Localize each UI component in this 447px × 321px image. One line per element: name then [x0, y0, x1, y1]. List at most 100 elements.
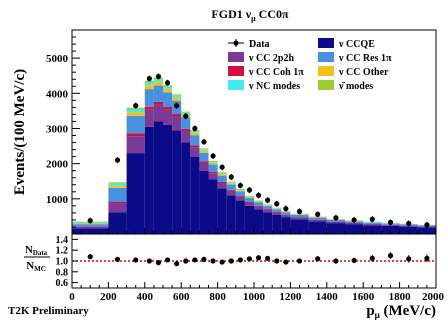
x-axis-ticks: 0 200 400 600 800 1000 1200 1400 1600 1800 2000 — [69, 282, 445, 303]
bar-ccres — [72, 224, 109, 227]
legend-swatch-cc2p2h — [228, 52, 244, 62]
ratio-point — [133, 257, 139, 263]
bar-cccoh — [163, 107, 173, 110]
ratio-point — [255, 255, 262, 261]
bar-ccqe — [208, 179, 218, 234]
bar-ccother — [235, 190, 245, 192]
y-tick-label: 2000 — [46, 159, 69, 171]
bar-ccres — [163, 92, 173, 108]
ratio-axis-ticks: 0.60.81.01.21.4 — [56, 235, 78, 289]
legend-swatch-ccres — [318, 52, 334, 62]
data-point — [155, 73, 162, 80]
x-tick-label: 1200 — [279, 291, 302, 303]
ratio-point — [369, 255, 375, 261]
ratio-point — [164, 257, 171, 263]
bar-cc2p2h — [272, 212, 282, 215]
ratio-point — [87, 254, 93, 260]
bar-ccother — [217, 174, 227, 176]
y-axis-ticks: 1000 2000 3000 4000 5000 — [46, 36, 80, 228]
bar-cccoh — [254, 205, 264, 207]
bar-nc — [108, 183, 127, 186]
data-point — [183, 113, 189, 119]
legend-swatch-ccother — [318, 66, 334, 76]
bar-ccqe — [326, 223, 345, 234]
x-tick-label: 2000 — [422, 291, 445, 303]
data-point — [237, 182, 243, 189]
bar-antinu — [172, 94, 182, 96]
y-tick-label: 5000 — [46, 53, 69, 65]
bar-cc2p2h — [126, 136, 145, 154]
bar-ccqe — [254, 209, 264, 234]
bar-cc2p2h — [217, 183, 227, 189]
bar-ccother — [108, 185, 127, 188]
bar-cc2p2h — [181, 130, 191, 143]
bar-ccother — [290, 214, 309, 215]
legend-label-cccoh: ν CC Coh 1π — [248, 67, 304, 78]
legend-label-ccother: ν CC Other — [338, 67, 389, 78]
data-point — [333, 215, 339, 221]
bar-ccqe — [217, 188, 227, 234]
ratio-point — [333, 258, 339, 264]
data-point — [424, 222, 430, 228]
data-point — [219, 164, 225, 170]
bar-ccqe — [399, 226, 418, 234]
data-point — [274, 201, 280, 207]
bar-nc — [235, 189, 245, 191]
data-point — [201, 139, 207, 145]
x-axis-label: pμ (MeV/c) — [366, 303, 436, 320]
bar-cc2p2h — [381, 224, 400, 226]
bar-ccother — [153, 81, 163, 86]
bar-ccother — [126, 112, 145, 116]
bar-ccqe — [417, 227, 436, 234]
data-point — [315, 211, 321, 217]
main-plot: 1000 2000 3000 4000 5000 — [46, 29, 437, 235]
ratio-tick-label: 0.6 — [56, 278, 69, 289]
y-tick-label: 4000 — [46, 88, 69, 100]
bar-nc — [153, 79, 163, 82]
bar-cc2p2h — [308, 219, 327, 222]
data-point — [283, 206, 289, 212]
legend-swatch-ccqe — [318, 38, 334, 48]
bar-cc2p2h — [254, 206, 264, 210]
ratio-point — [265, 255, 271, 261]
bar-cccoh — [235, 196, 245, 197]
x-tick-label: 600 — [173, 291, 190, 303]
bar-cc2p2h — [144, 109, 154, 127]
data-point — [87, 218, 93, 224]
ratio-point — [315, 256, 321, 262]
bar-ccother — [172, 97, 182, 101]
ratio-plot: 0.60.81.01.21.4 0 200 400 600 800 1000 1200 140… — [56, 233, 445, 303]
bar-ccother — [254, 201, 264, 203]
ratio-axis-label: NData NMC — [24, 244, 50, 273]
bar-cccoh — [244, 201, 254, 203]
bar-antinu — [163, 85, 173, 87]
bar-ccres — [190, 135, 200, 146]
ratio-point — [424, 255, 430, 261]
bar-cc2p2h — [208, 173, 218, 180]
bar-nc — [208, 161, 218, 163]
footer-label: T2K Preliminary — [8, 305, 89, 317]
ratio-tick-label: 0.8 — [56, 267, 69, 278]
bar-antinu — [217, 172, 227, 174]
bar-antinu — [181, 111, 191, 113]
bar-ccqe — [381, 225, 400, 234]
legend-label-nc: ν NC modes — [248, 81, 300, 92]
legend-label-ccres: ν CC Res 1π — [338, 53, 392, 64]
bar-cc2p2h — [281, 215, 291, 218]
bar-cc2p2h — [108, 203, 127, 213]
bar-ccqe — [308, 221, 327, 234]
legend-label-cc2p2h: ν CC 2p2h — [248, 53, 294, 64]
legend-swatch-antinu — [318, 80, 334, 90]
bar-ccqe — [172, 130, 182, 234]
bar-antinu — [226, 181, 236, 183]
bar-nc — [144, 82, 154, 86]
bar-nc — [272, 208, 282, 209]
bar-ccres — [363, 222, 382, 224]
bar-nc — [126, 109, 145, 113]
bar-cccoh — [217, 181, 227, 183]
bar-ccqe — [235, 200, 245, 234]
legend-label-ccqe: ν CCQE — [338, 39, 375, 50]
bar-ccother — [208, 162, 218, 165]
bar-nc — [263, 204, 273, 206]
bar-ccqe — [190, 156, 200, 234]
